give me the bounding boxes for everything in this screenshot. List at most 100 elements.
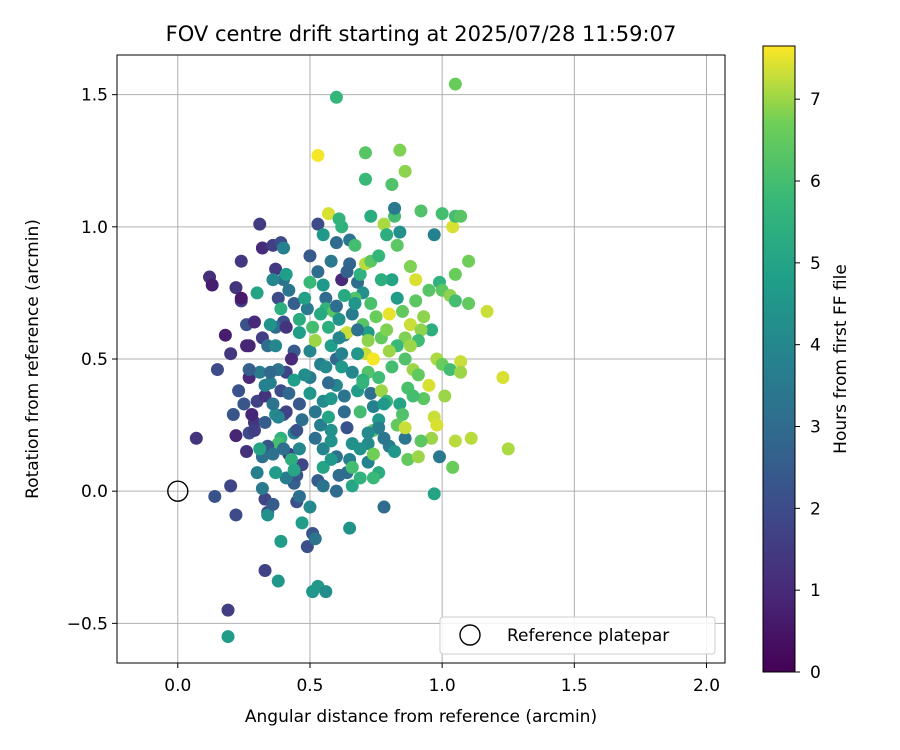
- data-point: [345, 479, 359, 493]
- data-point: [343, 521, 357, 535]
- data-point: [414, 434, 428, 448]
- data-point: [321, 410, 335, 424]
- data-point: [374, 273, 388, 287]
- x-tick-label: 0.5: [296, 676, 323, 696]
- data-point: [232, 384, 246, 398]
- data-point: [221, 630, 235, 644]
- data-point: [250, 286, 264, 300]
- data-point: [277, 241, 291, 255]
- data-point: [274, 534, 288, 548]
- data-point: [303, 275, 317, 289]
- data-point: [319, 360, 333, 374]
- data-point: [292, 489, 306, 503]
- data-point: [454, 209, 468, 223]
- data-point: [319, 585, 333, 599]
- data-point: [321, 376, 335, 390]
- data-point: [364, 209, 378, 223]
- data-point: [345, 365, 359, 379]
- colorbar-tick-label: 4: [810, 336, 821, 356]
- data-point: [411, 450, 425, 464]
- y-tick-label: 1.0: [81, 218, 108, 238]
- y-tick-label: 1.5: [81, 86, 108, 106]
- data-point: [385, 360, 399, 374]
- data-point: [258, 415, 272, 429]
- data-point: [218, 328, 232, 342]
- data-point: [258, 378, 272, 392]
- data-point: [189, 431, 203, 445]
- data-point: [324, 392, 338, 406]
- data-point: [374, 384, 388, 398]
- data-point: [462, 254, 476, 268]
- data-point: [356, 376, 370, 390]
- legend-box: [439, 616, 716, 655]
- data-point: [382, 307, 396, 321]
- y-axis-ticks: −0.5 0.0 0.5 1.0 1.5: [67, 86, 117, 634]
- data-point: [411, 368, 425, 382]
- data-point: [446, 220, 460, 234]
- data-point: [298, 368, 312, 382]
- data-point: [340, 421, 354, 435]
- data-point: [321, 207, 335, 221]
- data-point: [263, 365, 277, 379]
- data-point: [353, 267, 367, 281]
- data-point: [247, 315, 261, 329]
- data-point: [433, 450, 447, 464]
- data-point: [224, 479, 238, 493]
- data-point: [208, 489, 222, 503]
- data-point: [229, 281, 243, 295]
- data-point: [324, 423, 338, 437]
- data-point: [274, 302, 288, 316]
- data-point: [250, 466, 264, 480]
- data-point: [319, 291, 333, 305]
- data-point: [443, 363, 457, 377]
- data-point: [308, 431, 322, 445]
- data-point: [226, 408, 240, 422]
- x-tick-label: 1.0: [429, 676, 456, 696]
- data-point: [292, 312, 306, 326]
- reference-marker-group: [167, 480, 189, 502]
- y-axis-label: Rotation from reference (arcmin): [23, 219, 43, 499]
- data-point: [448, 267, 462, 281]
- colorbar-tick-label: 2: [810, 499, 821, 519]
- data-point: [242, 363, 256, 377]
- data-point: [311, 148, 325, 162]
- data-point: [303, 249, 317, 263]
- data-point: [308, 532, 322, 546]
- data-point: [240, 445, 254, 459]
- data-point: [361, 426, 375, 440]
- data-point: [263, 318, 277, 332]
- colorbar-tick-label: 6: [810, 172, 821, 192]
- data-point: [417, 310, 431, 324]
- data-point: [395, 304, 409, 318]
- data-point: [284, 352, 298, 366]
- data-point: [369, 310, 383, 324]
- data-point: [353, 442, 367, 456]
- data-point: [329, 90, 343, 104]
- data-point: [292, 442, 306, 456]
- data-point: [337, 389, 351, 403]
- colorbar-tick-label: 0: [810, 663, 821, 683]
- data-point: [409, 273, 423, 287]
- data-point: [377, 217, 391, 231]
- colorbar-tick-label: 5: [810, 254, 821, 274]
- colorbar-tick-label: 7: [810, 90, 821, 110]
- data-point: [308, 405, 322, 419]
- data-point: [427, 228, 441, 242]
- data-point: [430, 418, 444, 432]
- x-tick-label: 0.0: [164, 676, 191, 696]
- data-point: [364, 296, 378, 310]
- data-point: [448, 434, 462, 448]
- data-point: [253, 442, 267, 456]
- data-point: [448, 77, 462, 91]
- data-point: [353, 471, 367, 485]
- data-point: [425, 323, 439, 337]
- data-point: [308, 333, 322, 347]
- data-point: [501, 442, 515, 456]
- data-point: [282, 386, 296, 400]
- grid: [117, 55, 725, 663]
- data-point: [329, 236, 343, 250]
- data-point: [496, 371, 510, 385]
- data-point: [435, 207, 449, 221]
- data-point: [462, 296, 476, 310]
